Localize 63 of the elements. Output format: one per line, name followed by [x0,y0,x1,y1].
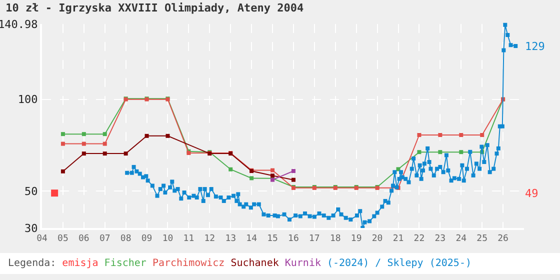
x-tick-label: 05 [58,234,68,244]
point [82,132,86,136]
text: Suchanek [230,258,279,269]
point [60,142,65,146]
y-tick-label: 30 [24,222,38,235]
legend-title: Legenda: [8,258,56,269]
x-tick-label: 12 [204,234,216,244]
chart-title: 10 zł - Igrzyska XXVIII Olimpiady, Ateny 2004 [6,1,304,14]
x-tick-label: 23 [434,234,446,244]
point [250,176,254,180]
point [102,132,107,136]
point [82,152,86,156]
x-tick-label: 26 [498,234,508,244]
x-tick-label: 19 [350,234,362,244]
point [396,167,400,172]
text: Fischer [104,258,146,269]
point [102,152,107,156]
point [60,132,65,136]
point [291,178,296,182]
x-tick-label: 16 [288,234,299,244]
point [82,142,86,146]
text: emisja [62,258,98,269]
text: Parchimowicz [152,258,225,269]
point [480,132,484,137]
x-tick-label: 14 [246,234,257,244]
x-tick-label: 13 [225,234,236,244]
x-tick-label: 22 [414,234,425,244]
point [438,150,442,154]
point [291,169,296,174]
point [60,169,65,174]
text: Kurnik [284,258,321,269]
point [438,132,442,137]
x-tick-label: 06 [78,234,90,244]
point [51,190,58,197]
x-tick-label: 18 [330,234,341,244]
x-tick-label: 20 [372,234,383,244]
x-tick-label: 11 [183,234,194,244]
point [459,150,464,154]
point [417,132,422,137]
text: (-2024) / Sklepy (2025-) [327,258,472,269]
x-tick-label: 15 [267,234,278,244]
x-tick-label: 04 [36,234,48,244]
x-tick-label: 21 [392,234,404,244]
y2-tick-label: 49 [525,186,538,200]
point [166,134,170,138]
point [124,152,128,156]
x-tick-label: 24 [456,234,467,244]
point [270,168,275,172]
x-tick-label: 08 [120,234,132,244]
x-tick-label: 10 [162,234,174,244]
point [102,142,107,146]
y-tick-label: 50 [24,185,38,198]
y2-tick-label: 129 [525,40,545,53]
x-tick-label: 17 [309,234,320,244]
point [144,134,149,138]
x-tick-label: 09 [141,234,152,244]
point [228,167,233,172]
x-tick-label: 07 [99,234,110,244]
point [459,132,464,137]
point [270,174,275,178]
y-tick-label: 100 [18,93,38,106]
x-tick-label: 25 [476,234,488,244]
point [417,150,422,154]
